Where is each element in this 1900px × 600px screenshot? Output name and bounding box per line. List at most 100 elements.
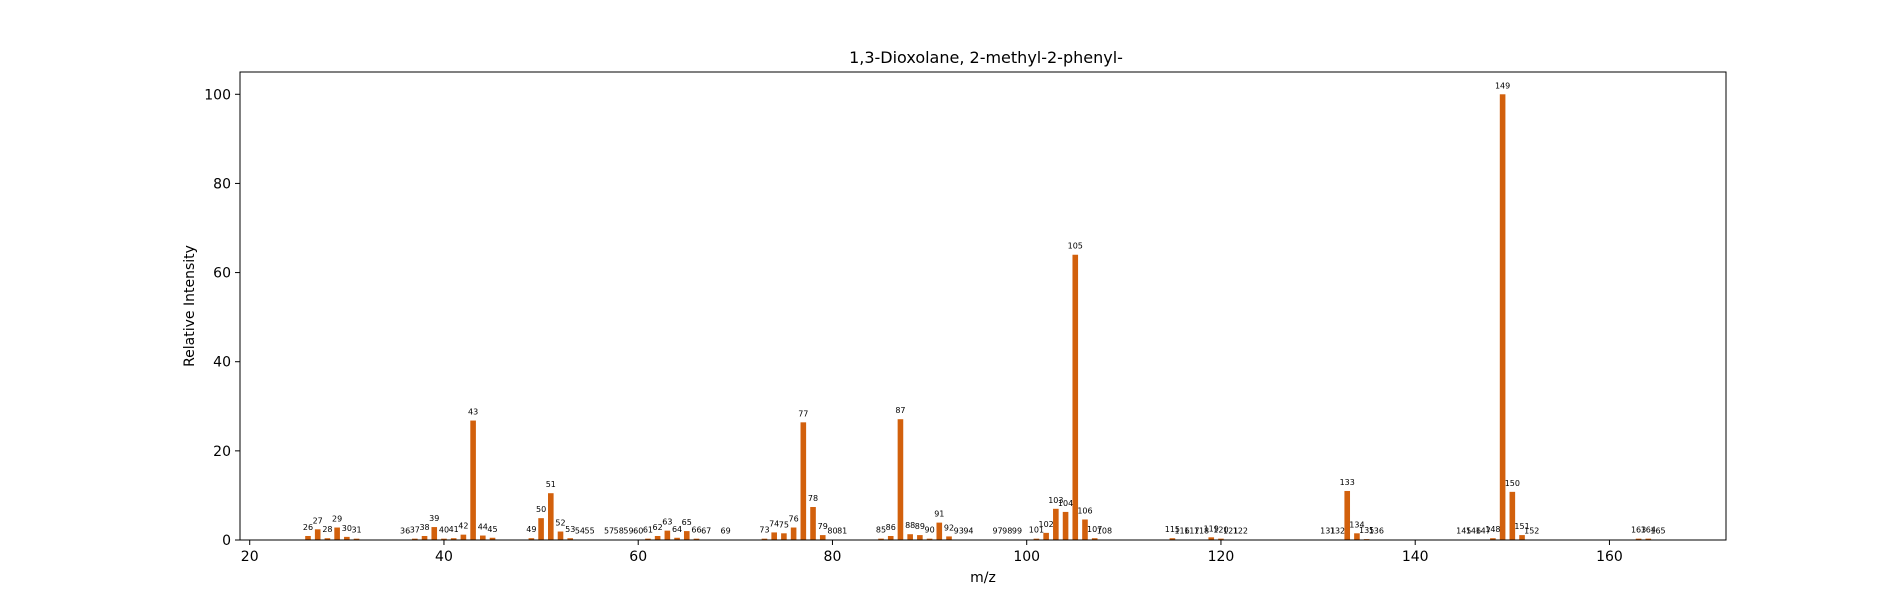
peak-label-74: 74 <box>769 519 779 528</box>
plot-frame <box>239 71 1727 541</box>
peak-label-73: 73 <box>759 526 769 535</box>
peak-label-79: 79 <box>818 522 828 531</box>
peak-label-77: 77 <box>798 409 808 418</box>
bar-mz-61 <box>645 538 651 540</box>
peak-label-63: 63 <box>662 518 672 527</box>
bar-mz-66 <box>693 538 700 540</box>
x-tick-label: 140 <box>1402 549 1429 565</box>
y-tick-label: 40 <box>213 355 231 371</box>
peak-label-87: 87 <box>895 406 905 415</box>
peak-label-97: 97 <box>992 527 1002 536</box>
peak-label-30: 30 <box>342 524 352 533</box>
peak-label-122: 122 <box>1233 527 1248 536</box>
y-tick-label: 0 <box>222 533 231 549</box>
peak-label-115: 115 <box>1165 525 1180 534</box>
peak-label-136: 136 <box>1369 527 1384 536</box>
peak-label-90: 90 <box>924 526 934 535</box>
bar-mz-78 <box>810 507 816 540</box>
peak-label-65: 65 <box>682 518 692 527</box>
peak-label-116: 116 <box>1174 527 1189 536</box>
peak-label-67: 67 <box>701 527 711 536</box>
x-tick-label: 80 <box>824 549 842 565</box>
peak-label-117: 117 <box>1184 527 1199 536</box>
bar-mz-76 <box>790 527 797 540</box>
axes-layer: 20 40 60 80 100 120 140 160 0 20 40 60 80 100 <box>204 87 1623 565</box>
bar-mz-119 <box>1208 537 1215 540</box>
peak-label-54: 54 <box>575 527 585 536</box>
peak-label-118: 118 <box>1194 527 1209 536</box>
y-tick-label: 20 <box>213 444 231 460</box>
bar-mz-26 <box>305 535 311 540</box>
peak-label-61: 61 <box>643 526 653 535</box>
peak-label-37: 37 <box>410 526 420 535</box>
peak-label-36: 36 <box>400 527 410 536</box>
bar-mz-79 <box>819 535 826 540</box>
x-tick-label: 40 <box>435 549 453 565</box>
peak-label-40: 40 <box>439 526 449 535</box>
chart-title: 1,3-Dioxolane, 2-methyl-2-phenyl- <box>849 48 1123 67</box>
y-tick-label: 60 <box>213 266 231 282</box>
bar-mz-52 <box>557 531 564 540</box>
bar-mz-85 <box>878 538 884 540</box>
peak-label-62: 62 <box>653 523 663 532</box>
peak-label-58: 58 <box>614 527 624 536</box>
peak-label-99: 99 <box>1012 527 1022 536</box>
peak-label-38: 38 <box>419 523 429 532</box>
peak-label-151: 151 <box>1514 522 1529 531</box>
peak-label-133: 133 <box>1340 478 1355 487</box>
bar-mz-30 <box>344 536 350 540</box>
bar-mz-91 <box>936 522 943 540</box>
peak-label-42: 42 <box>458 522 468 531</box>
x-tick-label: 60 <box>629 549 647 565</box>
peak-label-43: 43 <box>468 408 478 417</box>
peak-label-104: 104 <box>1058 499 1073 508</box>
peak-label-57: 57 <box>604 527 614 536</box>
peak-label-29: 29 <box>332 515 342 524</box>
peak-label-91: 91 <box>934 510 944 519</box>
peak-label-27: 27 <box>313 516 323 525</box>
peak-label-64: 64 <box>672 525 682 534</box>
bar-mz-105 <box>1072 254 1079 541</box>
peak-label-69: 69 <box>721 527 731 536</box>
peak-label-44: 44 <box>478 523 488 532</box>
bar-mz-89 <box>917 535 923 540</box>
bar-mz-43 <box>470 420 476 540</box>
bar-mz-39 <box>431 527 438 540</box>
peak-label-132: 132 <box>1330 527 1345 536</box>
bar-mz-41 <box>450 538 457 540</box>
peak-label-88: 88 <box>905 521 915 530</box>
x-tick-label: 20 <box>241 549 259 565</box>
bar-mz-50 <box>538 518 544 540</box>
bar-mz-63 <box>664 530 671 540</box>
peak-label-60: 60 <box>633 527 643 536</box>
bar-mz-104 <box>1062 511 1069 540</box>
peak-label-55: 55 <box>585 527 595 536</box>
peak-label-148: 148 <box>1485 525 1500 534</box>
bar-mz-148 <box>1490 538 1496 540</box>
bar-mz-65 <box>683 531 690 540</box>
bar-mz-150 <box>1509 491 1516 540</box>
x-axis-label: m/z <box>970 570 996 586</box>
peak-label-147: 147 <box>1476 527 1491 536</box>
bar-mz-164 <box>1645 538 1652 540</box>
peak-label-92: 92 <box>944 523 954 532</box>
bar-mz-86 <box>887 535 894 540</box>
bar-mz-90 <box>926 538 933 540</box>
bar-mz-51 <box>548 493 554 540</box>
peak-label-121: 121 <box>1223 527 1238 536</box>
peak-label-81: 81 <box>837 527 847 536</box>
peak-label-39: 39 <box>429 514 439 523</box>
bar-mz-107 <box>1091 538 1098 540</box>
peak-label-150: 150 <box>1505 479 1520 488</box>
bar-mz-44 <box>480 535 486 540</box>
peak-label-119: 119 <box>1204 524 1219 533</box>
peak-label-120: 120 <box>1213 526 1228 535</box>
peak-label-146: 146 <box>1466 527 1481 536</box>
y-axis-label: Relative Intensity <box>182 245 198 367</box>
bar-mz-134 <box>1354 533 1360 540</box>
bar-mz-74 <box>771 532 777 540</box>
bar-mz-102 <box>1043 532 1049 540</box>
bar-mz-38 <box>421 535 428 540</box>
peak-label-103: 103 <box>1048 496 1063 505</box>
